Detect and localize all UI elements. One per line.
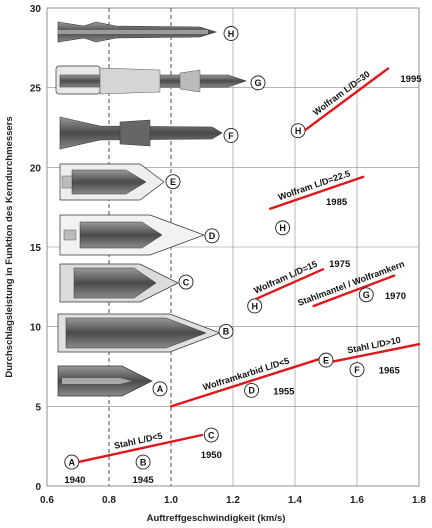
annotation-circle: [247, 298, 263, 314]
annotation-letter: H: [251, 301, 258, 311]
annotation-letter: A: [69, 457, 76, 467]
x-tick-label: 0.6: [40, 495, 54, 506]
series-line: [269, 175, 365, 210]
series-line: [312, 274, 396, 308]
x-tick-label: 0.8: [102, 495, 116, 506]
projectile-f-illustration: [59, 116, 223, 150]
y-tick-label: 30: [30, 4, 42, 15]
x-tick-label: 1.2: [226, 495, 240, 506]
projectile-g-illustration: [55, 65, 247, 95]
x-tick-label: 1.0: [164, 495, 178, 506]
x-tick-label: 1.8: [412, 495, 426, 506]
projectile-label-circle: [250, 75, 266, 91]
annotation-year: 1955: [273, 386, 295, 397]
x-tick-label: 1.6: [350, 495, 364, 506]
projectile-illustrations: [55, 21, 247, 397]
projectile-label-circle: [223, 26, 239, 41]
projectile-label-circle: [223, 128, 239, 143]
annotation-letter: F: [354, 365, 360, 375]
series-lines: [76, 67, 421, 464]
y-tick-label: 0: [35, 482, 41, 493]
annotation-letter: D: [248, 386, 255, 396]
projectile-label-circle: [165, 174, 181, 190]
y-tick-label: 20: [30, 163, 42, 174]
y-tick-label: 25: [30, 84, 42, 95]
projectile-label-letter: H: [228, 29, 235, 39]
projectile-label-letter: B: [223, 327, 230, 337]
annotation-circle: [244, 382, 260, 398]
x-axis-title: Auftreffgeschwindigkeit (km/s): [147, 513, 286, 524]
annotation-circle: [275, 220, 291, 236]
annotation-circle: [290, 123, 306, 139]
annotation-letter: H: [279, 223, 286, 233]
projectile-c-illustration: [59, 263, 179, 303]
annotation-circle: [349, 362, 365, 378]
annotation-year: 1985: [326, 197, 348, 208]
annotation-circle: [64, 454, 80, 470]
projectile-b-illustration: [57, 313, 221, 353]
annotation-circle: [318, 352, 334, 368]
projectile-label-letter: G: [254, 78, 261, 88]
projectile-label-circle: [218, 323, 234, 339]
annotation-circle: [358, 287, 374, 303]
projectile-label-letter: F: [228, 131, 234, 141]
annotation-circle: [135, 454, 151, 470]
series-line: [303, 67, 390, 132]
annotation-year: 1945: [133, 475, 155, 486]
projectile-label-letter: E: [170, 177, 176, 187]
annotation-letter: B: [140, 457, 147, 467]
series-line: [76, 433, 204, 464]
projectile-label-letter: A: [157, 384, 164, 394]
annotations: A 1940 B 1945 C 1950 D 1955 E F 1965 G 1970 H 1975 H 198…: [64, 26, 422, 486]
y-tick-label: 5: [35, 402, 41, 413]
series-line: [253, 268, 325, 301]
axis-ticks: 0.6 0.8 1.0 1.2 1.4 1.6 1.8 0 5 10 15 20 25 30: [30, 4, 427, 506]
annotation-year: 1975: [329, 259, 351, 270]
series-line: [331, 342, 421, 363]
projectile-label-letter: D: [209, 231, 216, 241]
projectile-d-illustration: [59, 214, 206, 256]
annotation-letter: H: [295, 126, 302, 136]
series-line: [169, 355, 328, 408]
annotation-letter: C: [208, 430, 215, 440]
annotation-year: 1950: [201, 450, 222, 461]
projectile-label-circle: [152, 381, 168, 397]
projectile-a-illustration: [57, 365, 153, 397]
annotation-year: 1965: [379, 366, 401, 377]
annotation-year: 1940: [64, 475, 85, 486]
projectile-e-illustration: [59, 163, 165, 201]
projectile-label-letter: C: [183, 277, 190, 287]
annotation-letter: G: [363, 290, 370, 300]
annotation-letter: E: [323, 355, 329, 365]
projectile-label-circle: [178, 274, 194, 290]
projectile-label-circle: [204, 228, 220, 244]
annotation-year: 1970: [385, 291, 406, 302]
y-tick-label: 10: [30, 323, 42, 334]
annotation-year: 1995: [400, 74, 422, 85]
y-tick-label: 15: [30, 243, 42, 254]
x-tick-label: 1.4: [288, 495, 302, 506]
projectile-h-illustration: [57, 21, 218, 43]
y-axis-title: Durchschlagsleistung in Funktion des Ker…: [4, 116, 15, 377]
annotation-circle: [203, 427, 219, 443]
